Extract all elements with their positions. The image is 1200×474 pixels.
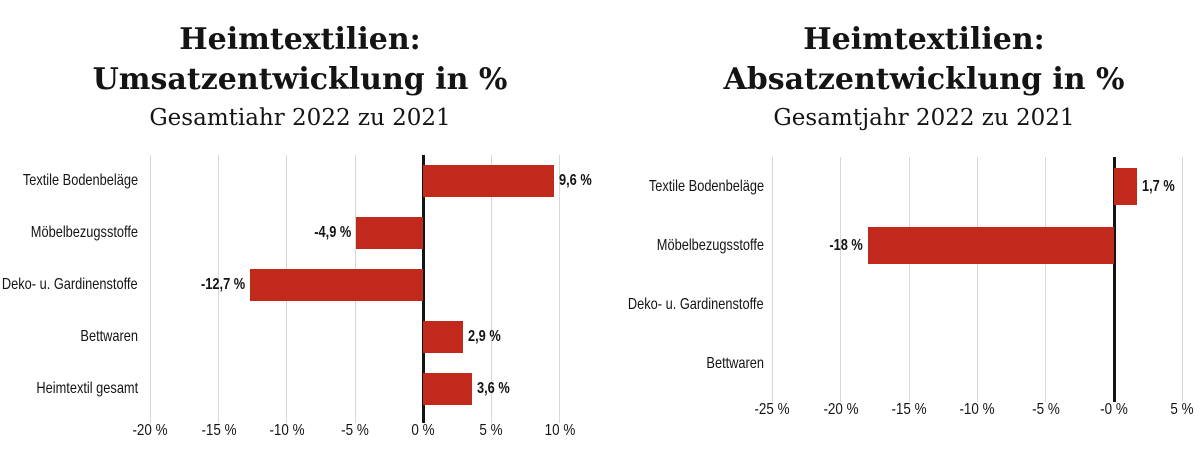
bar [423, 373, 473, 405]
chart-absatzentwicklung: Heimtextilien: Absatzentwicklung in % Ge… [600, 0, 1200, 474]
axis-tick-label: -0 % [1100, 401, 1128, 418]
axis-tick-label: -20 % [132, 422, 169, 439]
bar [423, 165, 555, 197]
gridline [976, 157, 978, 402]
category-label: Bettwaren [80, 328, 138, 345]
gridline [1181, 157, 1183, 402]
gridline [1045, 157, 1047, 402]
category-label: Deko- u. Gardinenstoffe [628, 296, 764, 314]
chart-title: Heimtextilien: [179, 22, 421, 57]
value-label: -18 % [829, 236, 864, 254]
axis-tick-label: -25 % [754, 401, 790, 418]
value-label: 1,7 % [1142, 177, 1175, 195]
axis-tick-label: -15 % [201, 422, 237, 439]
value-label: -4,9 % [314, 224, 352, 241]
category-label: Möbelbezugsstoffe [656, 236, 764, 254]
chart-title: Heimtextilien: [803, 22, 1045, 57]
gridline [840, 157, 842, 402]
chart-title-block: Heimtextilien: Absatzentwicklung in % Ge… [648, 20, 1200, 132]
bar [868, 227, 1114, 265]
axis-tick-label: -15 % [891, 401, 927, 418]
axis-tick-label: -10 % [269, 422, 305, 439]
axis-tick-label: 0 % [411, 422, 435, 439]
chart-title-line2: Umsatzentwicklung in % [92, 62, 508, 97]
chart-title-block: Heimtextilien: Umsatzentwicklung in % Ge… [0, 20, 600, 132]
axis-tick-label: 5 % [479, 422, 503, 439]
value-label: 9,6 % [559, 172, 592, 189]
axis-tick-label: -10 % [959, 401, 995, 418]
category-label: Möbelbezugsstoffe [30, 224, 138, 241]
chart-umsatzentwicklung: Heimtextilien: Umsatzentwicklung in % Ge… [0, 20, 600, 439]
chart-title-line2: Absatzentwicklung in % [723, 62, 1125, 97]
axis-tick-label: 10 % [544, 422, 575, 439]
bar [423, 321, 463, 353]
bar [356, 217, 424, 249]
axis-tick-label: 5 % [1170, 401, 1194, 418]
zero-axis-line [421, 155, 425, 423]
category-label: Textile Bodenbeläge [648, 177, 764, 195]
axis-tick-label: -5 % [1031, 401, 1060, 418]
category-label: Heimtextil gesamt [36, 380, 138, 397]
gridline [218, 155, 220, 423]
axis-tick-label: -20 % [823, 401, 859, 418]
category-label: Bettwaren [706, 355, 764, 373]
gridline [149, 155, 151, 423]
chart-subtitle: Gesamtiahr 2022 zu 2021 [149, 105, 451, 131]
gridline [559, 155, 561, 423]
value-label: -12,7 % [200, 276, 245, 293]
gridline [490, 155, 492, 423]
bar [250, 269, 424, 301]
value-label: 2,9 % [467, 328, 501, 345]
category-label: Deko- u. Gardinenstoffe [2, 276, 138, 293]
chart-subtitle: Gesamtjahr 2022 zu 2021 [773, 105, 1075, 131]
zero-axis-line [1112, 157, 1116, 402]
gridline [771, 157, 773, 402]
value-label: 3,6 % [477, 380, 511, 397]
bar [1114, 168, 1138, 206]
axis-tick-label: -5 % [341, 422, 369, 439]
category-label: Textile Bodenbeläge [22, 172, 138, 189]
gridline [908, 157, 910, 402]
